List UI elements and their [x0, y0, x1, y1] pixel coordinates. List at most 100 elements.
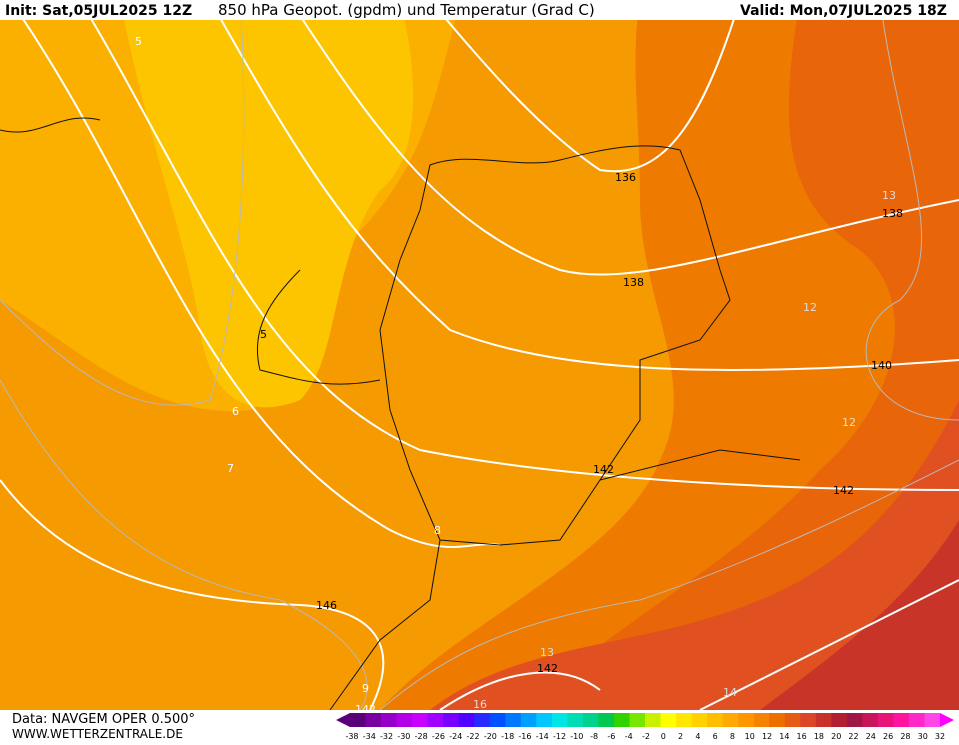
colorbar-box: [877, 713, 894, 727]
colorbar-box: [769, 713, 786, 727]
colorbar-label: -28: [415, 732, 428, 741]
colorbar-label: -32: [380, 732, 393, 741]
contour-label: 12: [803, 301, 817, 314]
colorbar-box: [722, 713, 739, 727]
colorbar-label: 20: [831, 732, 841, 741]
colorbar-arrow: [336, 713, 350, 727]
colorbar-box: [427, 713, 444, 727]
contour-label: 142: [593, 463, 614, 476]
header-bar: [0, 0, 959, 20]
colorbar-label: -14: [536, 732, 549, 741]
colorbar-label: -30: [397, 732, 410, 741]
colorbar-box: [924, 713, 941, 727]
colorbar-box: [520, 713, 537, 727]
colorbar-label: -18: [501, 732, 514, 741]
colorbar-box: [629, 713, 646, 727]
colorbar-box: [582, 713, 599, 727]
colorbar: -38 -34 -32 -30 -28 -26 -24 -22 -20 -18 -16 -14 -12-…: [336, 713, 954, 741]
colorbar-label: -2: [642, 732, 650, 741]
contour-label: 9: [362, 682, 369, 695]
colorbar-label: -4: [625, 732, 633, 741]
colorbar-box: [691, 713, 708, 727]
colorbar-label: 30: [918, 732, 928, 741]
contour-label: 13: [540, 646, 554, 659]
contour-label: 12: [842, 416, 856, 429]
colorbar-label: 28: [900, 732, 910, 741]
colorbar-label: 12: [762, 732, 772, 741]
colorbar-arrow: [940, 713, 954, 727]
colorbar-box: [365, 713, 382, 727]
colorbar-box: [660, 713, 677, 727]
contour-label: 16: [473, 698, 487, 711]
contour-label: 146: [316, 599, 337, 612]
colorbar-label: 2: [678, 732, 683, 741]
colorbar-label: 14: [779, 732, 789, 741]
contour-label: 142: [537, 662, 558, 675]
contour-label: 142: [833, 484, 854, 497]
colorbar-box: [505, 713, 522, 727]
temp-area: [430, 400, 959, 710]
contour-label: 8: [434, 524, 441, 537]
colorbar-box: [350, 713, 367, 727]
colorbar-label: 4: [695, 732, 700, 741]
colorbar-label: 22: [848, 732, 858, 741]
colorbar-box: [474, 713, 491, 727]
colorbar-label: 18: [814, 732, 824, 741]
colorbar-label: -34: [363, 732, 376, 741]
colorbar-label: -26: [432, 732, 445, 741]
colorbar-box: [645, 713, 662, 727]
colorbar-box: [753, 713, 770, 727]
colorbar-label: 6: [713, 732, 718, 741]
title: 850 hPa Geopot. (gpdm) und Temperatur (G…: [218, 1, 595, 19]
colorbar-box: [815, 713, 832, 727]
contour-label: 7: [227, 462, 234, 475]
colorbar-box: [862, 713, 879, 727]
colorbar-label: 10: [745, 732, 755, 741]
contour-label: 6: [232, 405, 239, 418]
contour-label: 5: [260, 328, 267, 341]
colorbar-box: [784, 713, 801, 727]
colorbar-box: [613, 713, 630, 727]
contour-label: 14: [723, 686, 737, 699]
colorbar-label: 16: [797, 732, 807, 741]
init-label: Init: Sat,05JUL2025 12Z: [5, 3, 192, 19]
valid-label: Valid: Mon,07JUL2025 18Z: [740, 3, 947, 19]
colorbar-label: -24: [449, 732, 462, 741]
colorbar-box: [676, 713, 693, 727]
colorbar-label: -16: [518, 732, 531, 741]
colorbar-box: [443, 713, 460, 727]
colorbar-box: [551, 713, 568, 727]
temp-area: [120, 0, 414, 408]
colorbar-box: [536, 713, 553, 727]
colorbar-label: -20: [484, 732, 497, 741]
borders: [0, 117, 801, 711]
colorbar-box: [489, 713, 506, 727]
contour-label: 5: [135, 35, 142, 48]
colorbar-box: [800, 713, 817, 727]
colorbar-box: [598, 713, 615, 727]
temp-contours: [0, 0, 959, 711]
contour-label: 140: [871, 359, 892, 372]
footer-site: WWW.WETTERZENTRALE.DE: [12, 727, 183, 741]
colorbar-label: 0: [661, 732, 666, 741]
colorbar-label: -8: [590, 732, 598, 741]
colorbar-label: -10: [570, 732, 583, 741]
colorbar-label: -6: [607, 732, 615, 741]
contour-labels: 5 5 6 7 8 9 136 138 138 140 142 142 142 …: [135, 35, 903, 716]
colorbar-label: -38: [345, 732, 358, 741]
temp-area: [520, 0, 959, 710]
colorbar-box: [738, 713, 755, 727]
contour-label: 13: [882, 189, 896, 202]
colorbar-box: [458, 713, 475, 727]
contour-label: 138: [882, 207, 903, 220]
contour-label: 138: [623, 276, 644, 289]
colorbar-label: 32: [935, 732, 945, 741]
temp-area: [760, 520, 959, 710]
colorbar-box: [412, 713, 429, 727]
colorbar-box: [893, 713, 910, 727]
colorbar-box: [381, 713, 398, 727]
colorbar-box: [707, 713, 724, 727]
colorbar-label: -22: [467, 732, 480, 741]
colorbar-box: [908, 713, 925, 727]
